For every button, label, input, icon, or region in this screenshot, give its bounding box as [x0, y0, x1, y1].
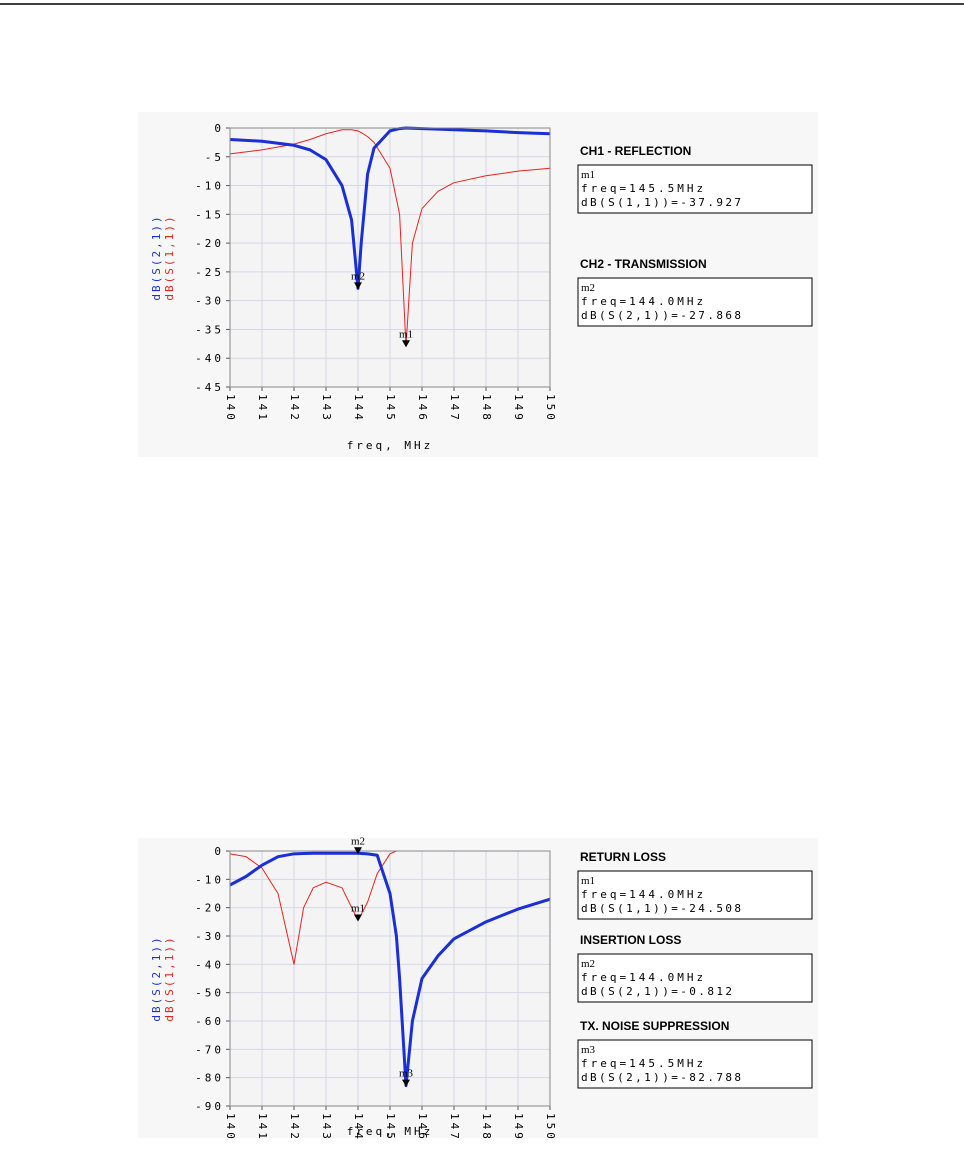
marker-box-name: m1	[581, 875, 595, 887]
x-tick-label: 140	[224, 1113, 237, 1142]
y-tick-label: -10	[195, 180, 224, 193]
y-tick-label: -5	[205, 151, 224, 164]
x-tick-label: 149	[512, 394, 525, 423]
x-tick-label: 142	[288, 394, 301, 423]
marker-box-value: dB(S(2,1))=-0.812	[581, 985, 734, 998]
marker-triangle	[354, 282, 362, 290]
marker-label: m1	[399, 328, 413, 340]
x-tick-label: 146	[416, 1113, 429, 1142]
marker-box	[577, 953, 813, 1003]
x-tick-label: 148	[480, 1113, 493, 1142]
marker-box	[577, 164, 813, 214]
marker-box-name: m1	[581, 169, 595, 181]
series-line	[229, 126, 551, 290]
x-tick-label: 150	[544, 394, 557, 423]
x-tick-label: 148	[480, 394, 493, 423]
x-axis-label: freq, MHz	[347, 439, 434, 452]
y-tick-label: -20	[195, 237, 224, 250]
marker-box-freq: freq=145.5MHz	[581, 182, 706, 195]
legend-title: CH2 - TRANSMISSION	[580, 257, 707, 271]
marker-label: m1	[351, 902, 365, 914]
marker-box-freq: freq=144.0MHz	[581, 295, 706, 308]
marker-box	[577, 277, 813, 327]
y-tick-label: -20	[195, 902, 224, 915]
y-tick-label: -30	[195, 930, 224, 943]
y-tick-label: -90	[195, 1100, 224, 1113]
x-tick-label: 146	[416, 394, 429, 423]
marker-box-freq: freq=145.5MHz	[581, 1057, 706, 1070]
y-tick-label: -15	[195, 208, 224, 221]
x-tick-label: 141	[256, 394, 269, 423]
marker-label: m2	[351, 835, 365, 847]
y-tick-label: -35	[195, 323, 224, 336]
y-tick-label: -40	[195, 958, 224, 971]
y-tick-label: -45	[195, 381, 224, 394]
marker-triangle	[402, 1079, 410, 1087]
marker-box-freq: freq=144.0MHz	[581, 971, 706, 984]
x-tick-label: 150	[544, 1113, 557, 1142]
marker-box-name: m2	[581, 958, 595, 970]
y-axis-label: dB(S(2,1))	[150, 935, 163, 1021]
y-tick-label: -60	[195, 1015, 224, 1028]
legend-title: TX. NOISE SUPPRESSION	[580, 1019, 729, 1033]
legend-title: RETURN LOSS	[580, 850, 666, 864]
y-tick-label: -40	[195, 352, 224, 365]
series-line	[229, 129, 551, 347]
marker-box	[577, 870, 813, 920]
x-tick-label: 149	[512, 1113, 525, 1142]
y-tick-label: -50	[195, 987, 224, 1000]
y-tick-label: -30	[195, 295, 224, 308]
marker-triangle	[402, 340, 410, 348]
plot-frame	[229, 850, 551, 1107]
marker-label: m3	[399, 1068, 414, 1080]
marker-box-value: dB(S(2,1))=-27.868	[581, 309, 743, 322]
marker-box-value: dB(S(2,1))=-82.788	[581, 1071, 743, 1084]
marker-box-name: m3	[581, 1044, 596, 1056]
y-tick-label: 0	[214, 122, 224, 135]
x-tick-label: 144	[352, 1113, 365, 1142]
marker-box-value: dB(S(1,1))=-37.927	[581, 196, 743, 209]
legend-title: CH1 - REFLECTION	[580, 144, 691, 158]
x-tick-label: 147	[448, 394, 461, 423]
y-tick-label: -25	[195, 266, 224, 279]
marker-box-value: dB(S(1,1))=-24.508	[581, 902, 743, 915]
x-tick-label: 142	[288, 1113, 301, 1142]
marker-triangle	[354, 914, 362, 922]
y-axis-label: dB(S(1,1))	[163, 935, 176, 1021]
x-tick-label: 141	[256, 1113, 269, 1142]
marker-box	[577, 1039, 813, 1089]
y-tick-label: -10	[195, 873, 224, 886]
x-tick-label: 140	[224, 394, 237, 423]
y-axis-label: dB(S(1,1))	[163, 214, 176, 300]
y-tick-label: -80	[195, 1072, 224, 1085]
y-tick-label: 0	[214, 845, 224, 858]
marker-box-name: m2	[581, 282, 595, 294]
x-tick-label: 143	[320, 1113, 333, 1142]
y-axis-label: dB(S(2,1))	[150, 214, 163, 300]
x-tick-label: 144	[352, 394, 365, 423]
x-tick-label: 143	[320, 394, 333, 423]
marker-triangle	[354, 847, 362, 855]
x-tick-label: 145	[384, 1113, 397, 1142]
y-tick-label: -70	[195, 1043, 224, 1056]
plot-frame	[229, 127, 551, 388]
x-tick-label: 145	[384, 394, 397, 423]
marker-box-freq: freq=144.0MHz	[581, 888, 706, 901]
x-tick-label: 147	[448, 1113, 461, 1142]
x-axis-label: freq, MHz	[347, 1125, 434, 1138]
marker-label: m2	[351, 270, 365, 282]
legend-title: INSERTION LOSS	[580, 933, 681, 947]
series-line	[229, 851, 551, 1088]
